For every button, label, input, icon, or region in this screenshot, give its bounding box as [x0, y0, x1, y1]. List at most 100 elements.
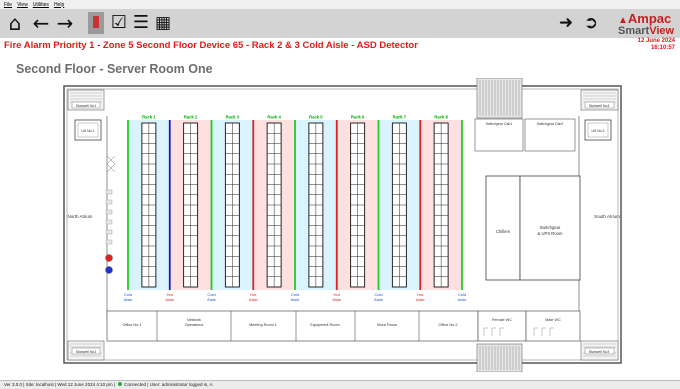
menu-utilities[interactable]: Utilities	[32, 1, 49, 8]
toolbar: ⌂ ← → ☑ ☰ ▦ ➜ ➲	[0, 9, 680, 38]
status-site: Site: localhost	[25, 382, 54, 387]
store-room-label[interactable]: Store Room	[377, 323, 397, 327]
status-logged: logged in, A	[189, 382, 213, 387]
office-2-label[interactable]: Office No.2	[439, 323, 458, 327]
sign-in-icon[interactable]: ➜	[558, 13, 574, 33]
menu-file[interactable]: File	[4, 1, 13, 8]
rack-1[interactable]	[141, 122, 157, 288]
connection-status-icon	[118, 382, 123, 386]
hot-aisle-label: Hot	[334, 292, 341, 297]
riser-top	[476, 78, 523, 119]
racks-layer	[141, 122, 449, 288]
rack-label: Rack 6	[351, 115, 365, 120]
cold-aisle-label: Aisle	[374, 297, 383, 302]
floor-plan: Stairwell No1 Stairwell No2 Stairwell No…	[63, 78, 622, 372]
warning-triangle-icon: ▲	[618, 15, 628, 26]
status-bar: Ver 3.0.0 | Site: localhost | Wed 12 Jun…	[0, 380, 680, 389]
switchgear-ups-label-1: Switchgear	[540, 225, 561, 230]
rack-label: Rack 1	[142, 115, 156, 120]
hot-aisle-label: Hot	[250, 292, 257, 297]
arrow-right-icon[interactable]: →	[56, 11, 74, 35]
switchgear-ups-room[interactable]: Switchgear & UPS Room	[519, 175, 581, 281]
riser-bottom	[476, 343, 523, 372]
stairwell-4[interactable]: Stairwell No4	[580, 89, 619, 111]
female-wc-label[interactable]: Female WC	[492, 318, 512, 322]
home-icon[interactable]: ⌂	[8, 11, 22, 35]
menu-view[interactable]: View	[17, 1, 28, 8]
hot-aisle-label: Aisle	[332, 297, 341, 302]
brand-product-a: Smart	[618, 25, 650, 37]
stairwell-4-label: Stairwell No4	[589, 104, 610, 108]
switchgear-cab-2[interactable]: Switchgear Cab2	[524, 118, 576, 152]
rack-label: Rack 8	[434, 115, 448, 120]
calendar-check-icon[interactable]: ☑	[110, 12, 128, 33]
stairwell-3[interactable]: Stairwell No3	[580, 340, 619, 361]
stairwell-2[interactable]: Stairwell No2	[67, 340, 105, 361]
arrow-left-icon[interactable]: ←	[32, 11, 50, 35]
office-1-label[interactable]: Office No.1	[123, 323, 142, 327]
rack-3[interactable]	[224, 122, 240, 288]
south-atrium-label: South Atrium	[594, 214, 620, 219]
rack-6[interactable]	[350, 122, 366, 288]
aisles-layer	[127, 120, 463, 290]
status-datetime: Wed 12 June 2024 4:10 pm	[57, 382, 113, 387]
brand-logo: ▲Ampac SmartView	[610, 11, 680, 46]
stairwell-2-label: Stairwell No2	[76, 350, 97, 354]
hot-aisle-label: Aisle	[165, 297, 174, 302]
switchgear-cab-1-label: Switchgear Cab1	[486, 122, 513, 126]
list-icon[interactable]: ☰	[132, 12, 150, 33]
fire-alarm-device-icon[interactable]	[105, 254, 113, 262]
rack-4[interactable]	[266, 122, 282, 288]
status-user: User: administrator	[149, 382, 188, 387]
alarm-datetime: 12 June 2024 16:10:57	[638, 38, 675, 52]
cold-aisle-label: Cold	[124, 292, 132, 297]
meeting-room-1-label[interactable]: Meeting Room 1	[249, 323, 277, 327]
hot-aisle-label: Aisle	[416, 297, 425, 302]
alarm-icon[interactable]	[88, 12, 104, 34]
north-atrium-label: North Atrium	[67, 214, 92, 219]
lift-1[interactable]: Lift No.1	[74, 119, 102, 141]
stairwell-3-label: Stairwell No3	[589, 350, 610, 354]
stairwell-1[interactable]: Stairwell No1	[67, 89, 105, 111]
brand-name: Ampac	[627, 11, 672, 26]
page-title: Second Floor - Server Room One	[16, 62, 213, 76]
rack-7[interactable]	[391, 122, 407, 288]
lift-2[interactable]: Lift No.2	[584, 119, 612, 141]
sprinkler-device-icon[interactable]	[105, 266, 113, 274]
male-wc-label[interactable]: Male WC	[545, 318, 561, 322]
switchgear-cab-1[interactable]: Switchgear Cab1	[474, 118, 524, 152]
alarm-date: 12 June 2024	[637, 38, 675, 44]
calendar-icon[interactable]: ▦	[154, 13, 172, 33]
equipment-room-label[interactable]: Equipment Room	[310, 323, 339, 327]
cold-aisle-label: Cold	[207, 292, 215, 297]
cold-aisle-label: Cold	[291, 292, 299, 297]
rack-labels-layer: Rack 1 Rack 2 Rack 3 Rack 4 Rack 5 Rack 6 Rack…	[142, 115, 448, 120]
alarm-message[interactable]: Fire Alarm Priority 1 - Zone 5 Second Fl…	[4, 40, 418, 51]
menu-help[interactable]: Help	[53, 1, 65, 8]
cold-aisle-label: Aisle	[207, 297, 216, 302]
north-stair-landing	[106, 155, 116, 173]
hot-aisle-label: Aisle	[249, 297, 258, 302]
sign-out-icon[interactable]: ➲	[583, 13, 599, 33]
alarm-time: 16:10:57	[650, 45, 675, 51]
operations-label[interactable]: Operations	[185, 323, 204, 327]
bottom-rooms	[106, 310, 581, 342]
cold-aisle-label: Cold	[374, 292, 382, 297]
chillers-room[interactable]: Chillers	[485, 175, 521, 281]
rack-label: Rack 4	[267, 115, 281, 120]
cold-aisle-label: Aisle	[458, 297, 467, 302]
rack-label: Rack 7	[393, 115, 407, 120]
lift-2-label: Lift No.2	[591, 129, 604, 133]
building-inner-wall	[66, 88, 619, 361]
west-exits	[105, 189, 113, 245]
lift-1-label: Lift No.1	[81, 129, 94, 133]
rack-2[interactable]	[183, 122, 199, 288]
switchgear-cab-2-label: Switchgear Cab2	[537, 122, 564, 126]
rack-5[interactable]	[308, 122, 324, 288]
aisle-labels-layer: ColdAisleHotAisleColdAisleHotAisleColdAi…	[124, 292, 467, 302]
cold-aisle-label: Aisle	[291, 297, 300, 302]
rack-8[interactable]	[433, 122, 449, 288]
cold-aisle-label: Aisle	[124, 297, 133, 302]
network-label[interactable]: Network	[187, 318, 201, 322]
brand-product-b: View	[649, 25, 675, 37]
